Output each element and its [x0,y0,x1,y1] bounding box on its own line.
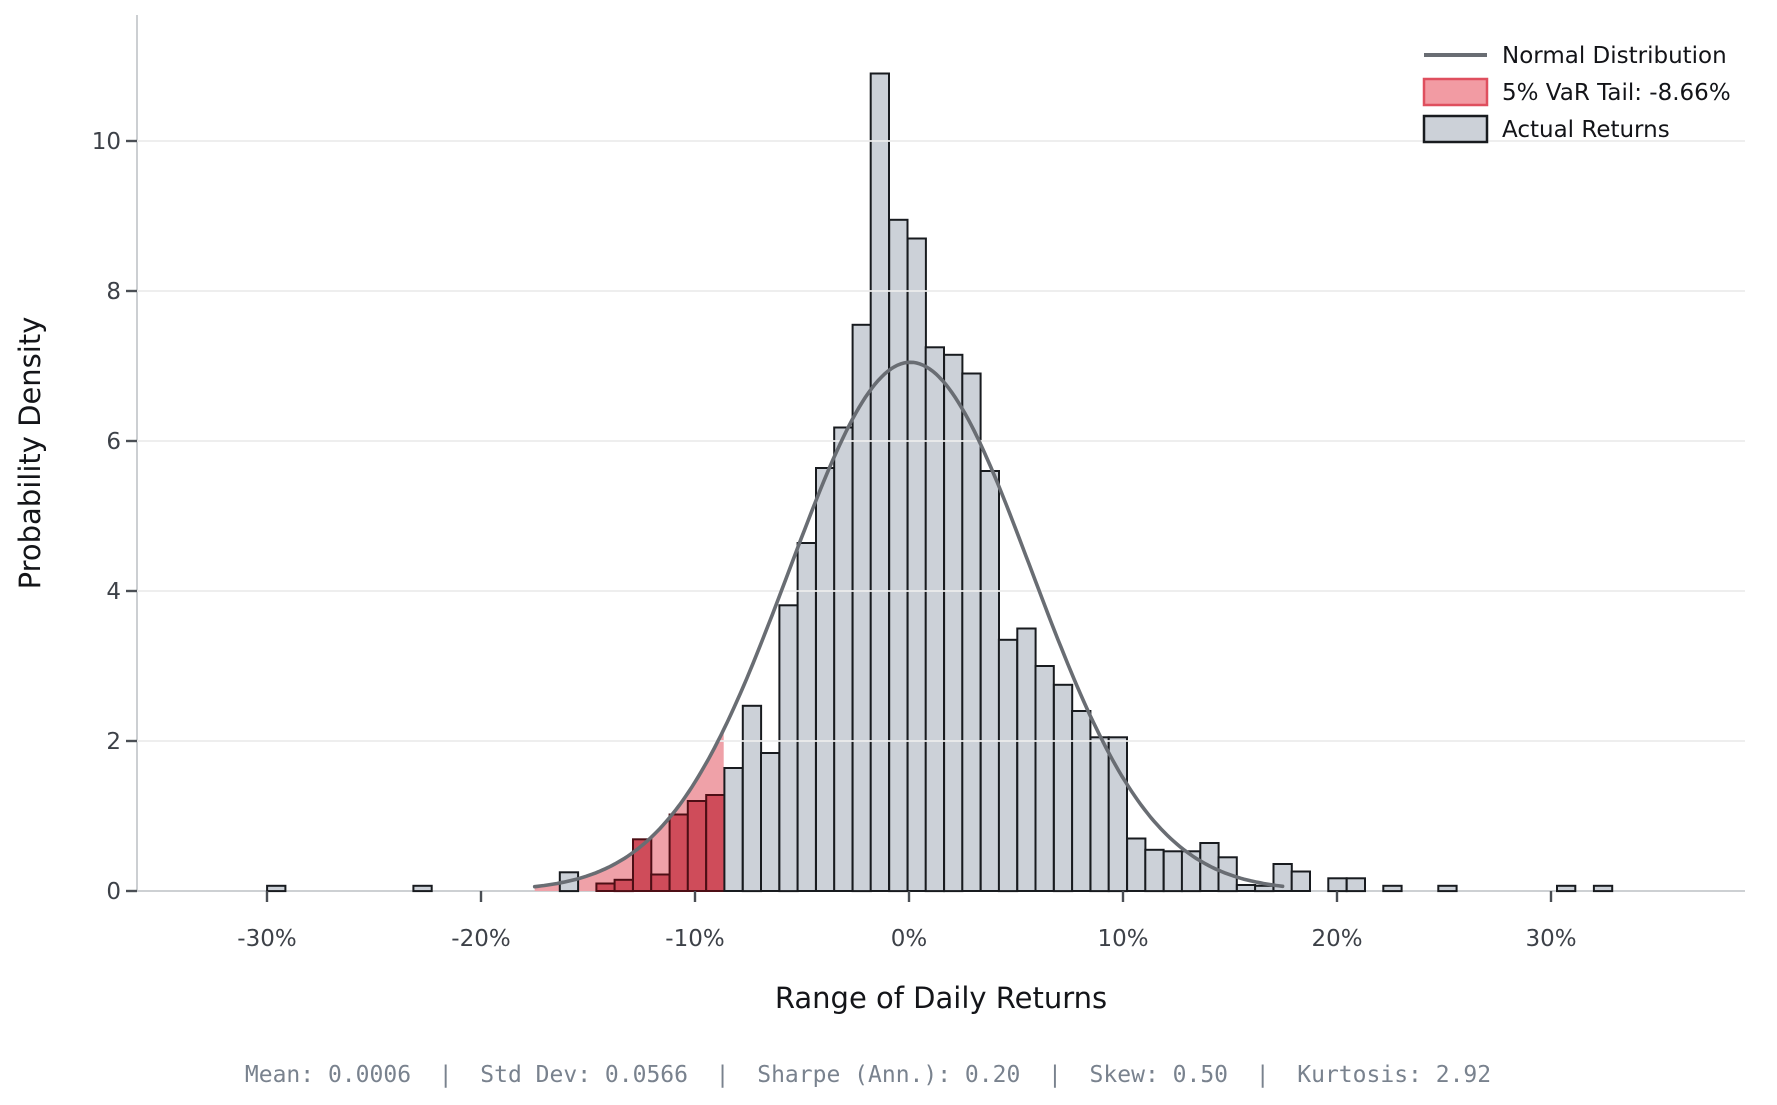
histogram-bar [1235,884,1257,892]
y-tick-label: 0 [106,879,121,905]
var-tail-bar [650,873,671,892]
y-tick-labels: 0 2 4 6 8 10 [92,129,121,905]
histogram-bar [1162,850,1183,893]
histogram-bar [1327,877,1348,893]
histogram-bar [266,884,287,893]
x-tick-label: 20% [1311,926,1362,952]
legend-label-actual: Actual Returns [1502,117,1670,143]
histogram-bar [888,218,909,893]
y-tick-label: 6 [106,429,121,455]
histogram-bar [1034,665,1055,892]
y-tick-label: 10 [92,129,121,155]
histogram-bar [760,752,781,892]
y-tick-label: 8 [106,279,121,305]
x-tick-label: -10% [665,926,724,952]
histogram-bar [778,604,799,893]
histogram-bar [1144,848,1165,893]
x-tick-label: 0% [891,926,928,952]
legend-label-normal: Normal Distribution [1502,43,1727,69]
x-tick-label: 30% [1525,926,1576,952]
histogram-bar [979,470,1001,892]
legend: Normal Distribution 5% VaR Tail: -8.66% … [1422,43,1731,144]
histogram-bar [1592,884,1614,893]
var-tail-bar [595,882,616,892]
gridlines [137,140,1745,742]
x-axis-label: Range of Daily Returns [775,981,1107,1015]
histogram-bar [924,346,946,893]
x-tick-label: -20% [451,926,510,952]
x-tick-label: -30% [237,926,296,952]
histogram-bar [997,638,1019,893]
histogram-bar [1126,837,1147,892]
histogram-bar [796,542,817,892]
histogram-bar [833,426,854,892]
histogram-bar [1556,884,1577,893]
y-axis-label: Probability Density [13,317,47,590]
histogram-bar [1089,736,1110,893]
histogram-bar [943,353,964,893]
histogram-bar [869,72,891,892]
histogram-bar [961,372,982,892]
legend-var-swatch [1422,77,1489,107]
histogram-bar [1382,884,1403,893]
legend-bar-swatch [1422,114,1489,144]
tick-marks [126,139,1553,902]
legend-item-actual-returns: Actual Returns [1422,114,1670,144]
histogram-bar [1437,884,1458,893]
var-tail-bar [705,794,726,892]
var-tail-bar [668,813,689,892]
var-tail-bar [686,800,708,892]
y-tick-label: 2 [106,729,121,755]
histogram-bar [815,467,836,892]
histogram-bar [723,767,744,892]
histogram-bars [266,72,1614,893]
legend-item-var-tail: 5% VaR Tail: -8.66% [1422,77,1731,107]
var-tail-bar [613,878,634,893]
histogram-bar [851,323,872,893]
histogram-bar [412,884,433,893]
y-tick-label: 4 [106,579,121,605]
histogram-bar [1052,683,1074,893]
histogram-bar [1290,870,1311,892]
histogram-bar [1071,710,1092,892]
legend-label-var: 5% VaR Tail: -8.66% [1502,80,1731,106]
normal-distribution-curve [532,360,1285,889]
x-tick-labels: -30% -20% -10% 0% 10% 20% 30% [237,926,1576,952]
histogram-bar [1016,627,1037,892]
var-tail-bar [632,838,653,892]
histogram-bar [1345,877,1366,893]
legend-item-normal-distribution: Normal Distribution [1424,43,1727,69]
histogram-bar [1254,884,1275,893]
histogram-bar [906,237,927,892]
histogram-bar [741,704,763,893]
stats-line: Mean: 0.0006 | Std Dev: 0.0566 | Sharpe … [244,1062,1492,1088]
x-tick-label: 10% [1097,926,1148,952]
